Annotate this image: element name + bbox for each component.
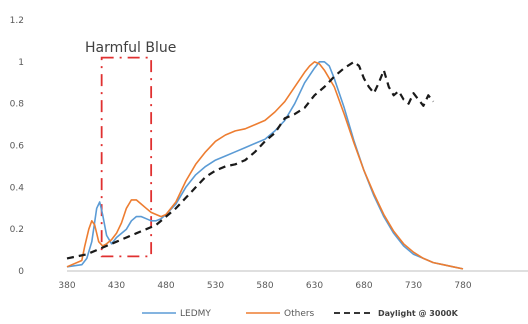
- series-line-others: [66, 60, 464, 270]
- x-tick-label: 780: [454, 281, 471, 291]
- x-tick-label: 680: [355, 281, 372, 291]
- x-tick-label: 580: [256, 281, 273, 291]
- series-line-daylight-3000k: [66, 60, 435, 260]
- y-tick-label: 1: [18, 58, 24, 68]
- annotation-label: Harmful Blue: [85, 40, 176, 56]
- x-tick-label: 430: [108, 281, 125, 291]
- y-tick-label: 0.8: [10, 100, 25, 110]
- harmful-blue-box: [100, 56, 153, 258]
- legend-label: LEDMY: [180, 309, 211, 319]
- x-tick-label: 730: [405, 281, 422, 291]
- y-tick-label: 1.2: [10, 16, 24, 26]
- legend-label: Others: [284, 309, 315, 319]
- y-tick-label: 0.4: [10, 183, 25, 193]
- legend-label: Daylight @ 3000K: [378, 309, 459, 318]
- y-tick-label: 0.6: [10, 142, 25, 152]
- x-tick-label: 630: [306, 281, 323, 291]
- series-layer: [66, 60, 464, 270]
- x-tick-label: 380: [58, 281, 75, 291]
- x-tick-label: 530: [207, 281, 224, 291]
- annotation-layer: Harmful Blue: [85, 40, 176, 258]
- axes: 0 0.2 0.4 0.6 0.8 1 1.2 380 430 480 530 580 630 680 73…: [10, 16, 528, 291]
- series-line-ledmy: [66, 60, 464, 270]
- y-tick-label: 0.2: [10, 225, 24, 235]
- legend: LEDMY Others Daylight @ 3000K: [142, 309, 459, 319]
- x-tick-label: 480: [157, 281, 174, 291]
- y-tick-label: 0: [18, 267, 24, 277]
